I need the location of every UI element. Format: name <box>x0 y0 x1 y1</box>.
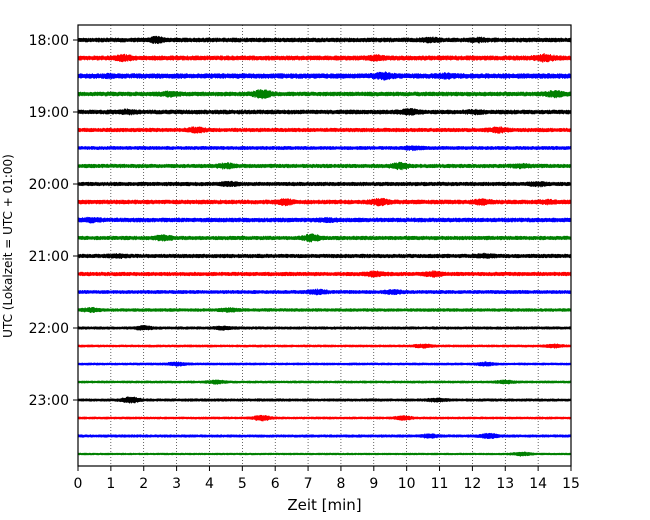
trace-1830 <box>77 71 572 81</box>
trace-2215 <box>77 343 572 349</box>
trace-2030 <box>77 216 572 224</box>
x-tick-label: 6 <box>271 476 280 492</box>
trace-2130 <box>77 288 572 296</box>
seismic-traces <box>77 35 572 457</box>
x-tick-label: 3 <box>172 476 181 492</box>
x-axis-ticks: 0 1 2 3 4 5 6 7 8 9 10 11 12 13 14 15 <box>74 466 580 492</box>
trace-2300 <box>77 396 572 404</box>
x-tick-label: 10 <box>398 476 416 492</box>
y-tick-label: 22:00 <box>29 321 69 337</box>
y-tick-label: 18:00 <box>29 33 69 49</box>
y-tick-label: 23:00 <box>29 393 69 409</box>
trace-1800 <box>77 35 572 45</box>
x-tick-label: 14 <box>529 476 547 492</box>
trace-1915 <box>77 126 572 134</box>
trace-1845 <box>77 89 572 100</box>
trace-2315 <box>77 414 572 422</box>
y-tick-label: 20:00 <box>29 177 69 193</box>
plot-frame <box>77 24 572 467</box>
x-tick-label: 2 <box>139 476 148 492</box>
x-tick-label: 4 <box>205 476 214 492</box>
trace-2330 <box>77 432 572 440</box>
x-tick-label: 5 <box>238 476 247 492</box>
trace-2045 <box>77 233 572 243</box>
x-axis-label: Zeit [min] <box>287 496 361 514</box>
trace-2230 <box>77 361 572 367</box>
y-axis-ticks: 18:00 19:00 20:00 21:00 22:00 23:00 <box>29 33 78 409</box>
trace-2115 <box>77 270 572 278</box>
trace-2245 <box>77 379 572 385</box>
trace-2200 <box>77 325 572 331</box>
x-tick-label: 12 <box>463 476 481 492</box>
x-tick-label: 11 <box>431 476 449 492</box>
y-axis-label: UTC (Lokalzeit = UTC + 01:00) <box>1 154 15 338</box>
trace-2145 <box>77 306 572 314</box>
x-tick-label: 15 <box>562 476 580 492</box>
trace-1930 <box>77 145 572 152</box>
x-tick-label: 1 <box>106 476 115 492</box>
trace-1945 <box>77 161 572 171</box>
x-tick-label: 13 <box>496 476 514 492</box>
x-tick-label: 8 <box>336 476 345 492</box>
y-tick-label: 21:00 <box>29 249 69 265</box>
x-tick-label: 0 <box>74 476 83 492</box>
y-tick-label: 19:00 <box>29 105 69 121</box>
trace-1815 <box>77 52 572 63</box>
x-tick-label: 7 <box>304 476 313 492</box>
trace-2100 <box>77 252 572 260</box>
trace-2345 <box>77 451 572 457</box>
trace-2000 <box>77 180 572 188</box>
trace-1900 <box>77 107 572 116</box>
x-tick-label: 9 <box>369 476 378 492</box>
trace-2015 <box>77 197 572 207</box>
